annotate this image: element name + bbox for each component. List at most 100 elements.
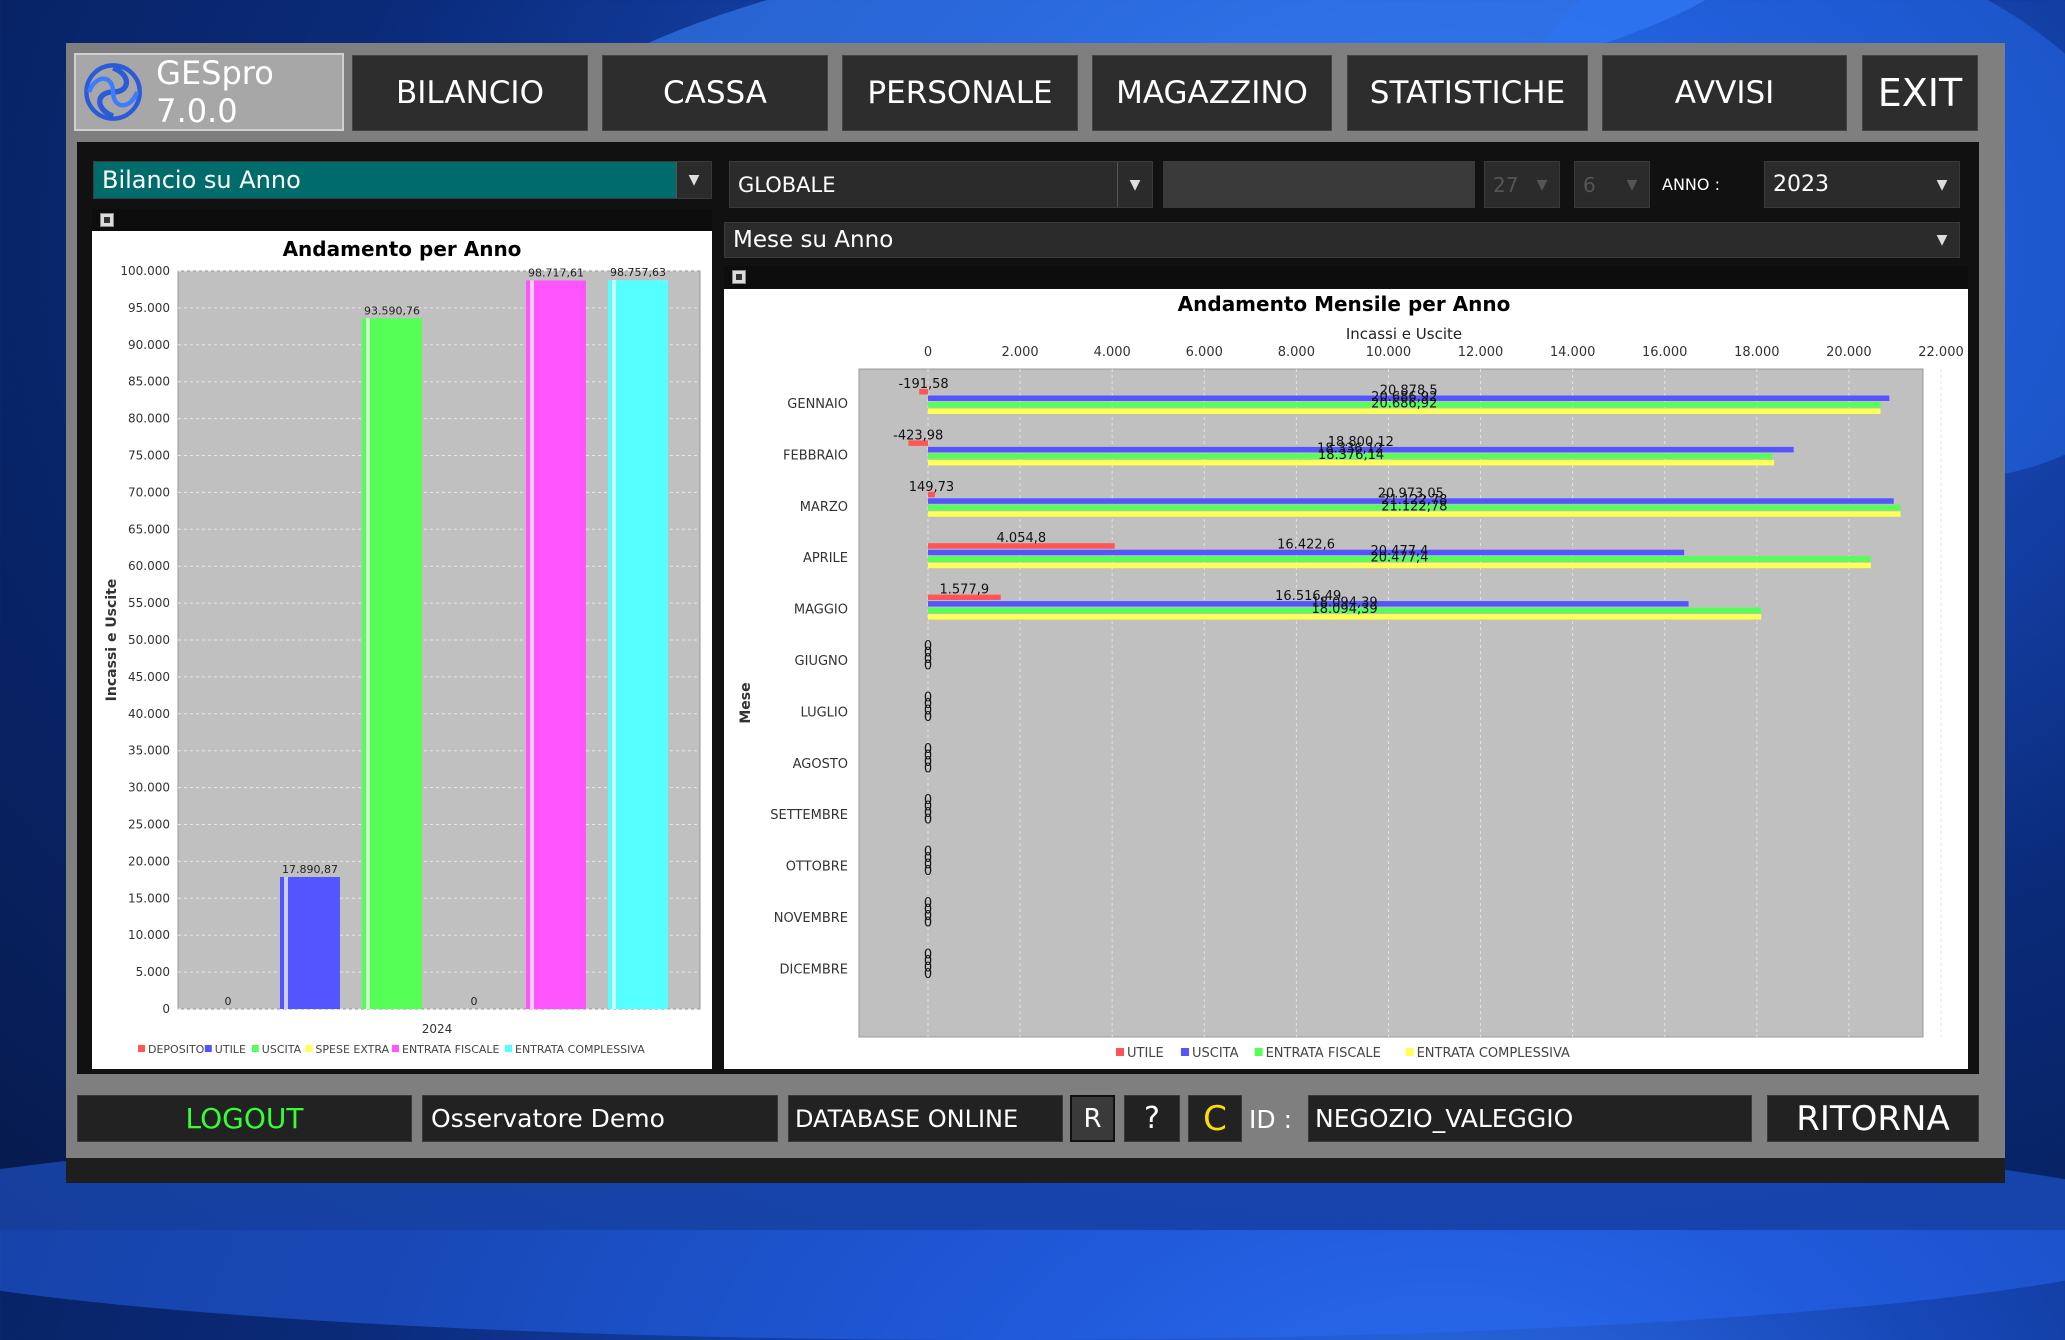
chart-title: Andamento Mensile per Anno xyxy=(1178,292,1511,316)
bar-value-label: 20.878,5 xyxy=(1380,384,1438,399)
bar-value-label: 4.054,8 xyxy=(997,531,1047,546)
bar-value-label: 149,73 xyxy=(909,480,955,495)
app-title: GESpro 7.0.0 xyxy=(156,54,274,130)
x-tick-label: 12.000 xyxy=(1458,345,1504,360)
view-mode-value: Bilancio su Anno xyxy=(102,166,301,194)
y-tick-label: 85.000 xyxy=(128,375,170,389)
bar-entrata-complessiva xyxy=(608,280,668,1009)
bar-value-label: 98.757,63 xyxy=(610,266,666,279)
help-button[interactable]: ? xyxy=(1124,1095,1180,1142)
y-tick-label: GIUGNO xyxy=(795,654,848,669)
store-id: NEGOZIO_VALEGGIO xyxy=(1308,1095,1752,1142)
chevron-down-icon[interactable]: ▼ xyxy=(1626,176,1638,193)
bar-value-label: 20.686,92 xyxy=(1371,397,1437,412)
gespro-logo-icon xyxy=(84,63,142,121)
bar-entrata-fiscale xyxy=(928,504,1901,511)
bar-entrata-fiscale xyxy=(928,453,1773,459)
scope-value: GLOBALE xyxy=(738,172,836,197)
chevron-down-icon[interactable]: ▼ xyxy=(1936,176,1948,193)
bar-utile xyxy=(919,389,928,395)
month-select[interactable]: 6 ▼ xyxy=(1574,161,1650,208)
bar-value-label: 0 xyxy=(924,652,932,667)
bar-value-label: 0 xyxy=(924,690,932,705)
bar-uscita xyxy=(928,498,1894,504)
bar-value-label: -191,58 xyxy=(898,377,948,392)
y-tick-label: 100.000 xyxy=(120,264,170,278)
bar-value-label: 0 xyxy=(924,896,932,911)
bar-uscita xyxy=(928,446,1794,453)
bar-value-label: 0 xyxy=(924,864,932,879)
bar-value-label: 18.094,39 xyxy=(1311,596,1377,611)
y-tick-label: OTTOBRE xyxy=(786,860,848,875)
id-label: ID : xyxy=(1249,1105,1292,1134)
nav-personale[interactable]: PERSONALE xyxy=(842,55,1078,131)
legend-entry: UTILE xyxy=(215,1043,246,1056)
chevron-down-icon[interactable]: ▼ xyxy=(1536,176,1548,193)
bar-value-label: 0 xyxy=(924,748,932,763)
bar-value-label: 21.122,78 xyxy=(1381,499,1447,514)
year-value: 2023 xyxy=(1773,172,1829,197)
nav-bilancio[interactable]: BILANCIO xyxy=(352,55,588,131)
legend-swatch xyxy=(1405,1048,1414,1056)
r-button[interactable]: R xyxy=(1070,1095,1115,1142)
x-tick-label: 22.000 xyxy=(1918,345,1964,360)
year-select[interactable]: 2023 ▼ xyxy=(1764,161,1960,208)
bar-value-label: 0 xyxy=(924,960,932,975)
bar-entrata-complessiva xyxy=(928,408,1881,414)
chevron-down-icon[interactable]: ▼ xyxy=(1117,162,1152,207)
y-tick-label: MAGGIO xyxy=(794,603,848,618)
bar-value-label: 0 xyxy=(924,916,932,931)
bar-value-label: 18.376,14 xyxy=(1318,448,1384,463)
bar-value-label: 93.590,76 xyxy=(364,304,420,317)
bar-uscita xyxy=(362,318,422,1010)
y-tick-label: 10.000 xyxy=(128,928,170,942)
bar-uscita xyxy=(928,395,1890,401)
bar-value-label: -423,98 xyxy=(893,428,943,443)
sub-view-select[interactable]: Mese su Anno ▼ xyxy=(724,222,1960,258)
nav-magazzino[interactable]: MAGAZZINO xyxy=(1092,55,1332,131)
nav-cassa[interactable]: CASSA xyxy=(602,55,828,131)
month-value: 6 xyxy=(1583,172,1596,197)
y-tick-label: 5.000 xyxy=(136,965,170,979)
bar-entrata-complessiva xyxy=(928,459,1775,466)
save-chart-icon[interactable] xyxy=(100,213,114,227)
nav-statistiche[interactable]: STATISTICHE xyxy=(1347,55,1588,131)
view-mode-select[interactable]: Bilancio su Anno ▼ xyxy=(93,161,712,199)
y-tick-label: SETTEMBRE xyxy=(770,808,848,823)
day-select[interactable]: 27 ▼ xyxy=(1484,161,1560,208)
y-tick-label: 0 xyxy=(162,1002,170,1016)
bar-value-label: 20.477,4 xyxy=(1371,544,1429,559)
y-tick-label: FEBBRAIO xyxy=(783,448,848,463)
search-field[interactable] xyxy=(1163,161,1475,208)
y-tick-label: 20.000 xyxy=(128,854,170,868)
app-logo[interactable]: GESpro 7.0.0 xyxy=(74,53,344,131)
c-button[interactable]: C xyxy=(1188,1095,1242,1142)
x-tick-label: 4.000 xyxy=(1094,345,1131,360)
bar-value-label: 0 xyxy=(924,793,932,808)
y-tick-label: AGOSTO xyxy=(793,757,848,772)
x-tick-label: 8.000 xyxy=(1278,345,1315,360)
bar-value-label: 0 xyxy=(924,909,932,924)
chevron-down-icon[interactable]: ▼ xyxy=(676,162,711,198)
bar-value-label: 16.422,6 xyxy=(1277,538,1335,553)
logout-button[interactable]: LOGOUT xyxy=(77,1095,412,1142)
legend-swatch xyxy=(1116,1048,1124,1056)
nav-avvisi[interactable]: AVVISI xyxy=(1602,55,1847,131)
bar-value-label: 0 xyxy=(924,703,932,718)
plot-area xyxy=(858,368,1924,1038)
bar-value-label: 20.686,92 xyxy=(1371,390,1437,405)
bar-utile xyxy=(928,491,935,498)
y-tick-label: 50.000 xyxy=(128,633,170,647)
exit-button[interactable]: EXIT xyxy=(1862,55,1978,131)
y-tick-label: 45.000 xyxy=(128,670,170,684)
scope-select[interactable]: GLOBALE ▼ xyxy=(729,161,1153,208)
bar-value-label: 17.890,87 xyxy=(282,863,338,876)
save-chart-icon[interactable] xyxy=(732,270,746,284)
back-button[interactable]: RITORNA xyxy=(1767,1095,1979,1142)
bar-value-label: 0 xyxy=(924,954,932,969)
legend-entry: SPESE EXTRA xyxy=(315,1043,389,1056)
bar-value-label: 1.577,9 xyxy=(940,583,990,598)
chevron-down-icon[interactable]: ▼ xyxy=(1936,232,1948,248)
x-tick-label: 2.000 xyxy=(1001,345,1038,360)
bar-value-label: 0 xyxy=(924,755,932,770)
